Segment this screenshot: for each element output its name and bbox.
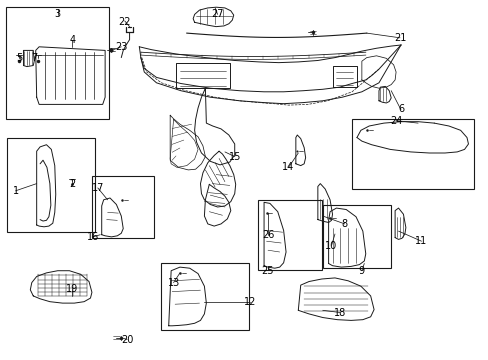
Text: 21: 21 — [393, 33, 406, 43]
Text: 9: 9 — [358, 266, 364, 276]
Text: 12: 12 — [244, 297, 256, 307]
Text: 22: 22 — [118, 17, 131, 27]
Text: 25: 25 — [261, 266, 274, 276]
Text: 6: 6 — [397, 104, 403, 114]
Text: 14: 14 — [282, 162, 294, 172]
Text: 24: 24 — [389, 116, 402, 126]
Text: 4: 4 — [69, 35, 75, 45]
Bar — [92, 176, 154, 238]
Text: 26: 26 — [261, 230, 274, 240]
Text: 10: 10 — [325, 240, 337, 251]
Bar — [322, 205, 390, 268]
Bar — [7, 138, 95, 232]
Bar — [6, 7, 108, 119]
Text: 13: 13 — [167, 278, 180, 288]
Text: 15: 15 — [228, 152, 241, 162]
Text: 2: 2 — [69, 179, 75, 189]
Text: 5: 5 — [17, 53, 22, 63]
Bar — [161, 263, 249, 330]
Text: 23: 23 — [115, 42, 127, 52]
Bar — [351, 119, 473, 189]
Text: 8: 8 — [341, 219, 347, 229]
Text: 20: 20 — [121, 335, 133, 345]
Text: 7: 7 — [31, 53, 37, 63]
Text: 27: 27 — [211, 9, 224, 19]
Text: 3: 3 — [55, 9, 61, 19]
Bar — [258, 200, 321, 270]
Text: 11: 11 — [414, 236, 427, 246]
Text: 19: 19 — [66, 284, 79, 294]
Text: 16: 16 — [86, 232, 99, 242]
Text: 18: 18 — [333, 308, 346, 318]
Text: 17: 17 — [91, 183, 104, 193]
Text: 1: 1 — [13, 186, 19, 196]
